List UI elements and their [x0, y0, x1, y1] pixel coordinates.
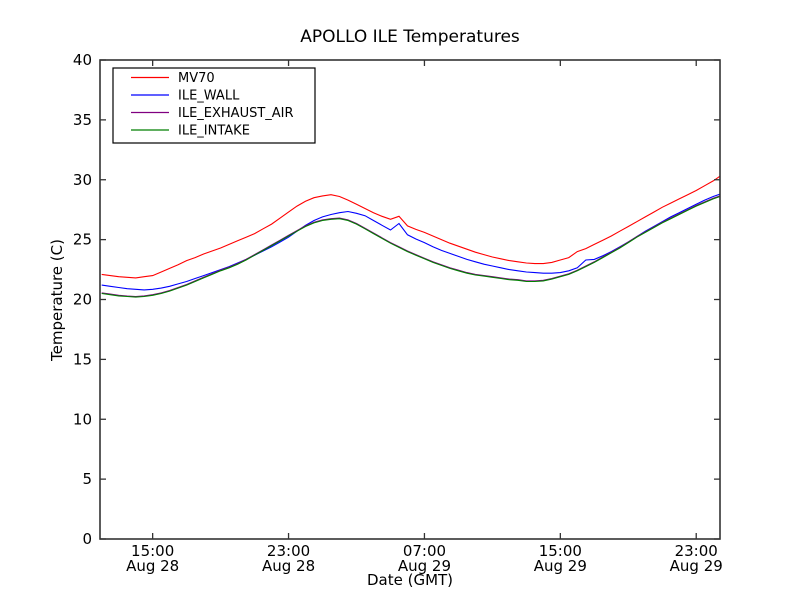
series-lines-group [101, 175, 721, 298]
series-line-ILE_INTAKE [101, 195, 721, 298]
x-tick-label-time: 15:00 [539, 542, 582, 560]
y-tick-label: 10 [73, 410, 92, 428]
x-tick-label-time: 15:00 [131, 542, 174, 560]
legend-label-ILE_INTAKE: ILE_INTAKE [178, 124, 250, 139]
legend-label-MV70: MV70 [178, 71, 215, 86]
legend-group: MV70 ILE_WALL ILE_EXHAUST_AIR ILE_INTAKE [112, 67, 316, 144]
y-axis-label: Temperature (C) [48, 239, 66, 362]
axes-ticks-group [100, 59, 720, 540]
y-tick-label: 35 [73, 111, 92, 129]
x-tick-label-time: 07:00 [403, 542, 446, 560]
legend-label-ILE_WALL: ILE_WALL [178, 89, 240, 104]
y-tick-label: 0 [82, 530, 92, 548]
series-line-MV70 [101, 175, 721, 279]
x-tick-label-date: Aug 28 [262, 557, 315, 575]
series-line-ILE_WALL [101, 193, 721, 291]
y-tick-label: 40 [73, 51, 92, 69]
x-tick-label-date: Aug 28 [126, 557, 179, 575]
y-tick-label: 5 [82, 470, 92, 488]
x-tick-label-date: Aug 29 [670, 557, 723, 575]
legend-label-ILE_EXHAUST_AIR: ILE_EXHAUST_AIR [178, 106, 294, 121]
x-tick-label-time: 23:00 [675, 542, 718, 560]
x-tick-label-time: 23:00 [267, 542, 310, 560]
y-tick-label: 20 [73, 291, 92, 309]
y-tick-label: 30 [73, 171, 92, 189]
x-axis-label: Date (GMT) [367, 571, 453, 589]
x-tick-label-date: Aug 29 [534, 557, 587, 575]
y-tick-label: 15 [73, 350, 92, 368]
x-tick-label-date: Aug 29 [398, 557, 451, 575]
chart-title: APOLLO ILE Temperatures [300, 27, 520, 47]
y-tick-label: 25 [73, 231, 92, 249]
